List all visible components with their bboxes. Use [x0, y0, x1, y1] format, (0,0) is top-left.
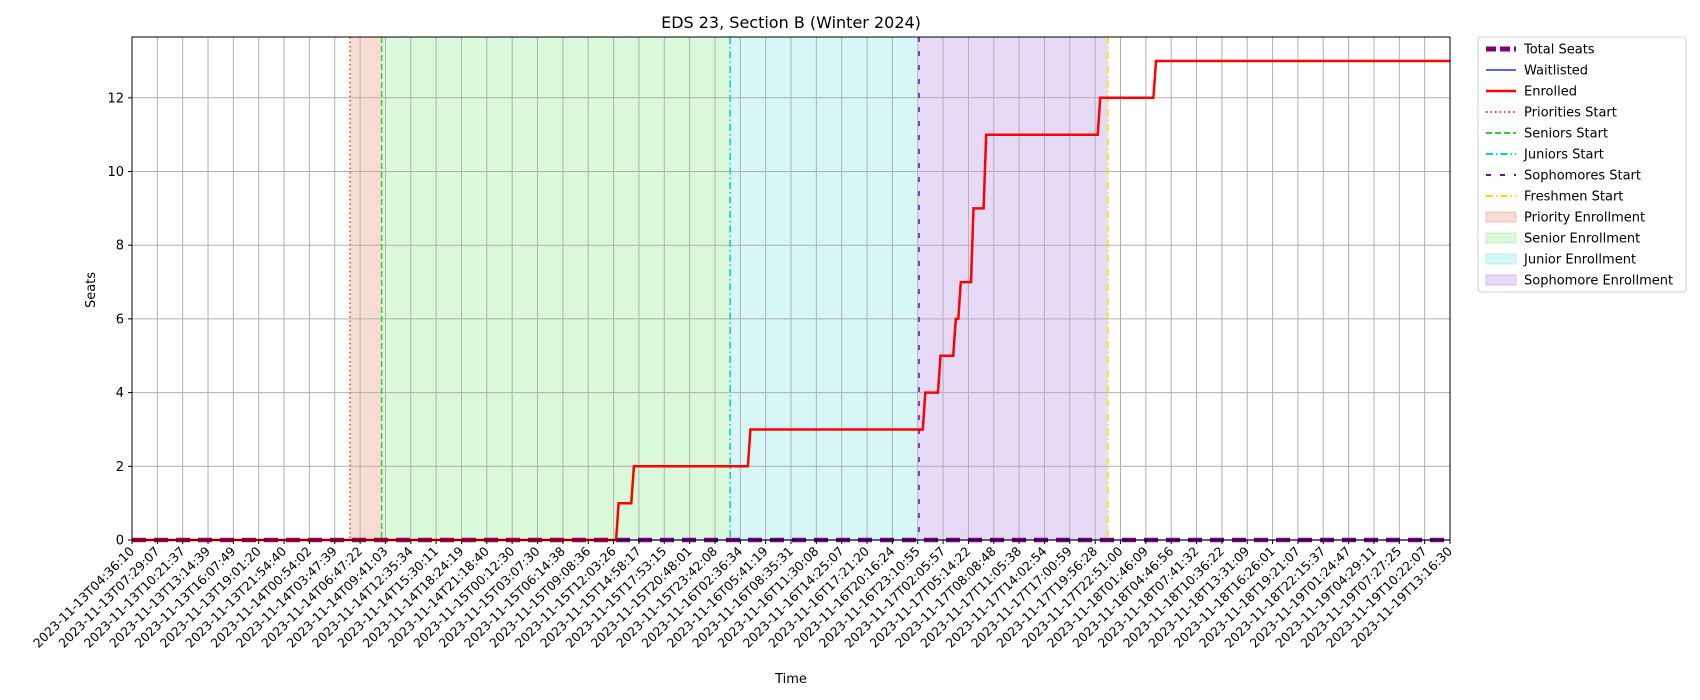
y-tick-label: 10: [107, 165, 124, 180]
grid-lines: [131, 37, 1451, 541]
y-tick-label: 2: [116, 460, 124, 475]
legend-label: Priority Enrollment: [1524, 211, 1645, 226]
legend-swatch: [1485, 232, 1517, 244]
y-tick-label: 12: [107, 91, 124, 106]
span-sophomore-enrollment: [918, 37, 1108, 540]
span-priority-enrollment: [349, 37, 382, 540]
x-axis: 2023-11-13T04:36:102023-11-13T07:29:0720…: [30, 540, 1455, 651]
phase-start-lines: [349, 37, 1109, 540]
span-senior-enrollment: [381, 37, 731, 540]
chart-title: EDS 23, Section B (Winter 2024): [661, 13, 921, 32]
legend-swatch: [1485, 211, 1517, 223]
y-tick-label: 6: [116, 312, 124, 327]
y-tick-label: 0: [116, 534, 124, 549]
y-axis-label: Seats: [84, 272, 99, 308]
legend-label: Priorities Start: [1524, 106, 1617, 121]
legend-label: Junior Enrollment: [1523, 253, 1636, 268]
legend-label: Juniors Start: [1523, 148, 1604, 163]
legend-label: Seniors Start: [1524, 127, 1608, 142]
series-enrolled: [132, 59, 1450, 542]
legend-label: Sophomores Start: [1524, 169, 1641, 184]
legend-label: Enrolled: [1524, 85, 1577, 100]
legend-label: Total Seats: [1523, 43, 1595, 58]
legend-label: Waitlisted: [1524, 64, 1588, 79]
x-axis-label: Time: [774, 672, 807, 687]
enrollment-spans: [349, 37, 1108, 540]
legend-swatch: [1485, 253, 1517, 265]
y-tick-label: 8: [116, 239, 124, 254]
legend: Total Seats Waitlisted Enrolled Priorities …: [1477, 36, 1687, 293]
legend-box: [1477, 36, 1687, 293]
y-tick-label: 4: [116, 386, 124, 401]
span-junior-enrollment: [730, 37, 919, 540]
legend-swatch: [1485, 274, 1517, 286]
legend-label: Sophomore Enrollment: [1524, 274, 1673, 289]
legend-label: Senior Enrollment: [1524, 232, 1640, 247]
legend-label: Freshmen Start: [1524, 190, 1623, 205]
y-axis: 0 2 4 6 8 10 12: [107, 91, 132, 549]
